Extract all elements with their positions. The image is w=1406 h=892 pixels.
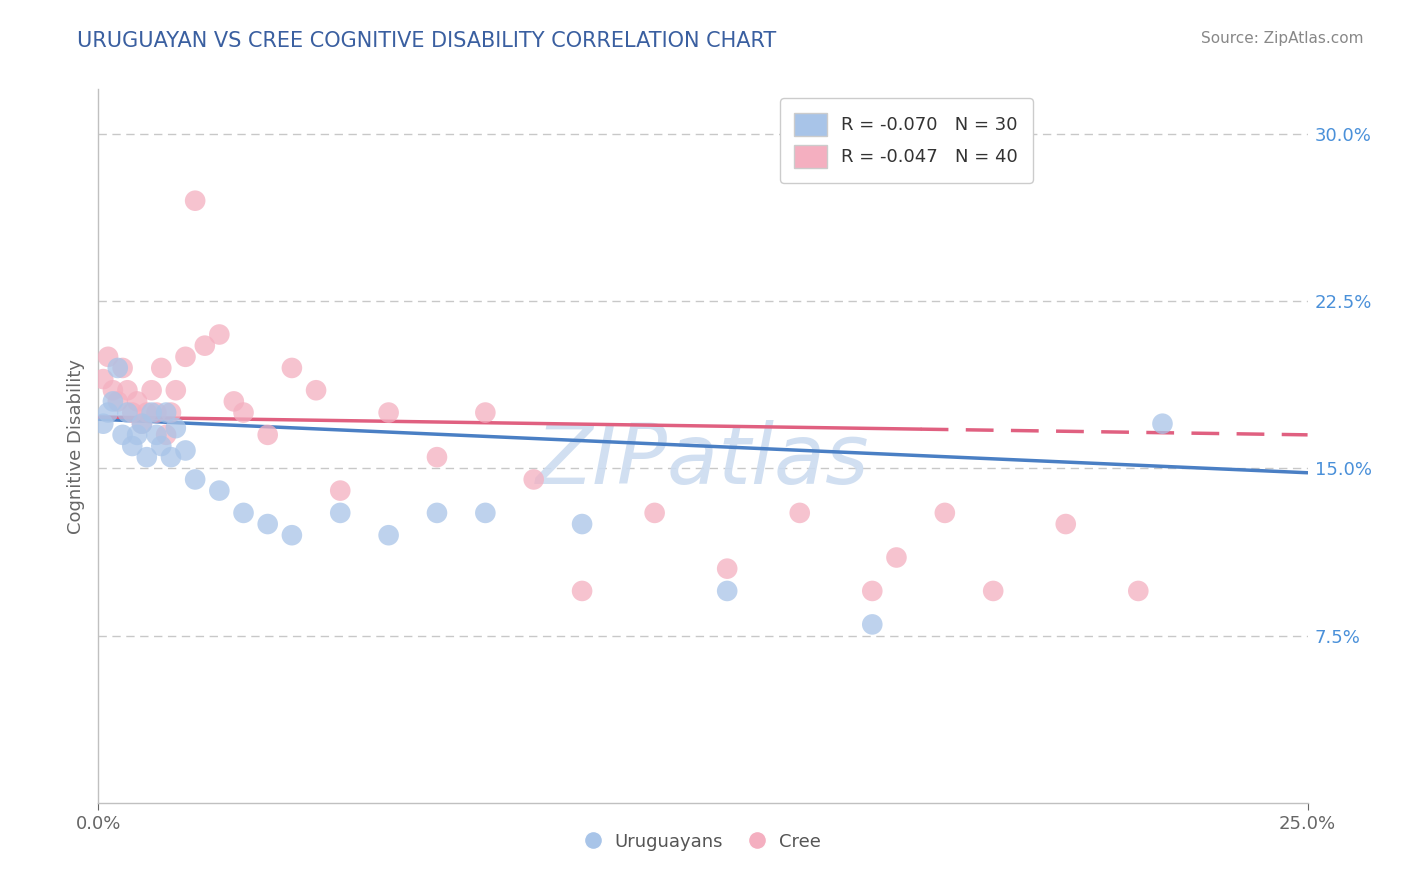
Point: [1152, 417, 1174, 431]
Point: [101, 394, 124, 409]
Point: [141, 405, 163, 419]
Legend: Uruguayans, Cree: Uruguayans, Cree: [578, 826, 828, 858]
Point: [523, 473, 546, 487]
Point: [101, 384, 124, 398]
Point: [121, 439, 143, 453]
Point: [860, 617, 883, 632]
Point: [141, 384, 163, 398]
Point: [97, 405, 120, 419]
Point: [644, 506, 666, 520]
Point: [716, 583, 738, 598]
Point: [716, 562, 738, 576]
Text: URUGUAYAN VS CREE COGNITIVE DISABILITY CORRELATION CHART: URUGUAYAN VS CREE COGNITIVE DISABILITY C…: [77, 31, 776, 51]
Point: [377, 405, 399, 419]
Point: [131, 417, 153, 431]
Point: [127, 394, 149, 409]
Point: [107, 360, 129, 375]
Point: [135, 405, 157, 419]
Point: [232, 405, 254, 419]
Text: ZIPatlas: ZIPatlas: [536, 420, 870, 500]
Point: [174, 350, 197, 364]
Point: [886, 550, 908, 565]
Point: [155, 427, 177, 442]
Point: [135, 450, 157, 464]
Point: [145, 427, 167, 442]
Point: [329, 506, 352, 520]
Point: [281, 528, 304, 542]
Point: [1128, 583, 1150, 598]
Point: [208, 327, 231, 342]
Point: [305, 384, 328, 398]
Point: [789, 506, 811, 520]
Point: [127, 427, 149, 442]
Point: [474, 405, 496, 419]
Point: [111, 360, 134, 375]
Point: [107, 394, 129, 409]
Point: [329, 483, 352, 498]
Point: [571, 583, 593, 598]
Point: [117, 405, 139, 419]
Point: [160, 405, 183, 419]
Point: [91, 417, 114, 431]
Point: [165, 421, 187, 435]
Point: [91, 372, 114, 386]
Point: [232, 506, 254, 520]
Point: [184, 473, 207, 487]
Point: [155, 405, 177, 419]
Point: [860, 583, 883, 598]
Point: [934, 506, 956, 520]
Y-axis label: Cognitive Disability: Cognitive Disability: [66, 359, 84, 533]
Point: [377, 528, 399, 542]
Point: [571, 516, 593, 531]
Point: [150, 360, 173, 375]
Point: [256, 427, 278, 442]
Point: [121, 405, 143, 419]
Point: [184, 194, 207, 208]
Point: [426, 450, 449, 464]
Point: [97, 350, 120, 364]
Point: [981, 583, 1004, 598]
Point: [208, 483, 231, 498]
Point: [222, 394, 245, 409]
Point: [174, 443, 197, 458]
Point: [474, 506, 496, 520]
Point: [117, 384, 139, 398]
Point: [131, 417, 153, 431]
Point: [1054, 516, 1077, 531]
Point: [165, 384, 187, 398]
Point: [194, 338, 217, 352]
Point: [256, 516, 278, 531]
Point: [160, 450, 183, 464]
Point: [281, 360, 304, 375]
Point: [150, 439, 173, 453]
Text: Source: ZipAtlas.com: Source: ZipAtlas.com: [1201, 31, 1364, 46]
Point: [426, 506, 449, 520]
Point: [111, 427, 134, 442]
Point: [145, 405, 167, 419]
